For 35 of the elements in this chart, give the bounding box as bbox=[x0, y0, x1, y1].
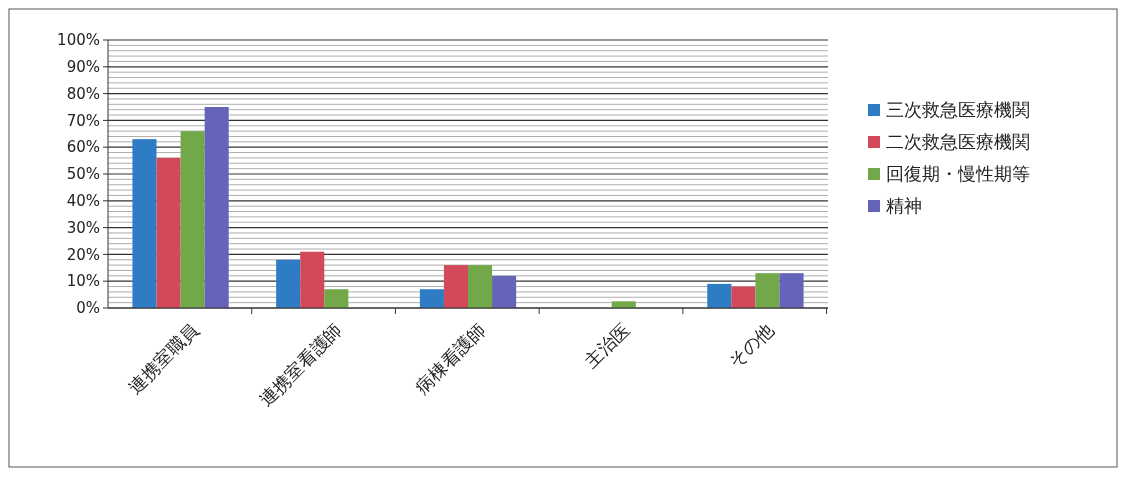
x-tick-label: 連携室看護師 bbox=[254, 318, 347, 411]
y-tick-label: 50% bbox=[66, 165, 100, 184]
bar bbox=[156, 157, 181, 308]
bar bbox=[204, 107, 229, 308]
bar bbox=[276, 259, 301, 308]
y-tick-label: 100% bbox=[57, 31, 100, 50]
bar bbox=[755, 273, 780, 308]
bar bbox=[492, 275, 517, 308]
bar bbox=[419, 289, 444, 308]
bar bbox=[324, 289, 349, 308]
y-tick-label: 10% bbox=[66, 272, 100, 291]
bar bbox=[468, 265, 493, 308]
bar bbox=[300, 251, 325, 308]
x-tick-label: 連携室職員 bbox=[123, 318, 203, 398]
bar bbox=[180, 131, 205, 308]
legend-label: 二次救急医療機関 bbox=[886, 131, 1030, 153]
legend-label: 精神 bbox=[886, 195, 922, 217]
legend-label: 三次救急医療機関 bbox=[886, 99, 1030, 121]
y-tick-label: 20% bbox=[66, 245, 100, 264]
y-tick-label: 90% bbox=[66, 58, 100, 77]
y-tick-label: 80% bbox=[66, 84, 100, 103]
y-tick-label: 0% bbox=[76, 299, 100, 318]
x-tick-label: 病棟看護師 bbox=[411, 318, 490, 398]
y-tick-label: 60% bbox=[66, 138, 100, 157]
bar bbox=[779, 273, 804, 308]
bar bbox=[443, 265, 468, 308]
bar bbox=[707, 283, 732, 308]
x-tick-label: その他 bbox=[724, 318, 778, 372]
y-tick-label: 70% bbox=[66, 111, 100, 130]
y-tick-label: 40% bbox=[66, 192, 100, 211]
bar bbox=[132, 139, 157, 308]
bar bbox=[731, 286, 756, 308]
legend-label: 回復期・慢性期等 bbox=[886, 163, 1030, 185]
y-tick-label: 30% bbox=[66, 218, 100, 237]
x-tick-label: 主治医 bbox=[580, 318, 634, 372]
